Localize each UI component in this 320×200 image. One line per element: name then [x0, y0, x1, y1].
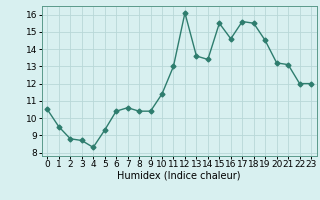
- X-axis label: Humidex (Indice chaleur): Humidex (Indice chaleur): [117, 171, 241, 181]
